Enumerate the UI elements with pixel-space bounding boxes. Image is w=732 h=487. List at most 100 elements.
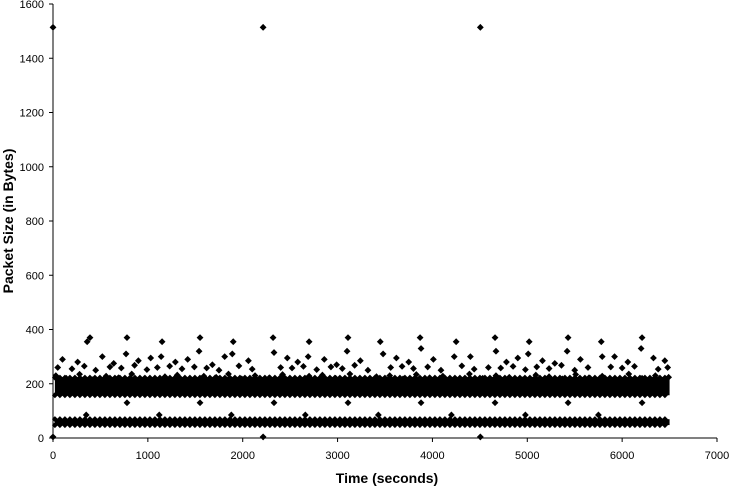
dense-band-edge <box>166 392 173 399</box>
dense-band-edge <box>446 392 453 399</box>
dense-band-edge <box>361 416 368 423</box>
dense-band-edge <box>341 392 348 399</box>
data-point <box>476 23 484 31</box>
data-point <box>173 371 181 379</box>
y-tick-label: 200 <box>26 379 44 391</box>
data-point <box>558 361 565 369</box>
dense-band-edge <box>496 422 503 429</box>
dense-band-edge <box>326 374 333 381</box>
dense-band-edge <box>641 416 648 423</box>
data-point <box>492 372 500 380</box>
dense-band-edge <box>501 392 508 399</box>
dense-band-edge <box>416 392 423 399</box>
data-point <box>503 358 510 366</box>
data-point <box>373 373 380 381</box>
dense-band-edge <box>196 422 203 429</box>
y-tick-label: 600 <box>26 270 44 282</box>
dense-band-edge <box>221 374 228 381</box>
data-point <box>161 373 169 381</box>
dense-band-edge <box>56 416 63 423</box>
dense-band-edge <box>636 422 643 429</box>
dense-band-edge <box>346 416 353 423</box>
data-point <box>74 358 82 366</box>
plot-area <box>53 4 717 438</box>
dense-band-edge <box>646 422 653 429</box>
dense-band-edge <box>136 392 143 399</box>
data-point <box>466 353 474 361</box>
data-point <box>59 355 66 363</box>
dense-band-edge <box>81 374 88 381</box>
data-point <box>539 357 546 365</box>
dense-band-edge <box>641 422 648 429</box>
dense-band-edge <box>311 374 318 381</box>
data-point <box>387 364 395 371</box>
data-point <box>301 411 309 419</box>
data-point <box>265 374 273 382</box>
data-point <box>153 364 161 371</box>
dense-band-edge <box>351 422 358 429</box>
dense-band-edge <box>111 422 118 429</box>
dense-band-edge <box>621 416 628 423</box>
dense-band-edge <box>411 416 418 423</box>
dense-band-edge <box>576 392 583 399</box>
dense-band-edge <box>631 392 638 399</box>
dense-band-edge <box>271 392 278 399</box>
dense-band-edge <box>136 416 143 423</box>
data-point <box>410 365 417 372</box>
dense-band-edge <box>656 392 663 399</box>
dense-band-edge <box>261 392 268 399</box>
dense-band-edge <box>286 416 293 423</box>
dense-band-edge <box>331 422 338 429</box>
x-tick-label: 6000 <box>610 450 634 462</box>
dense-band-edge <box>156 392 163 399</box>
data-point <box>208 361 216 369</box>
dense-band-edge <box>96 422 103 429</box>
dense-band-edge <box>596 392 603 399</box>
data-point <box>147 354 155 362</box>
data-point <box>585 374 593 382</box>
data-point <box>225 370 232 378</box>
data-point <box>597 338 605 346</box>
dense-band-edge <box>271 416 278 423</box>
dense-band-edge <box>426 422 433 429</box>
dense-band-edge <box>411 392 418 399</box>
dense-band-edge <box>421 374 428 381</box>
data-point <box>492 347 500 355</box>
x-tick-label: 7000 <box>705 450 729 462</box>
dense-band-edge <box>256 422 263 429</box>
data-point <box>417 399 425 407</box>
data-point <box>346 370 354 378</box>
dense-band-edge <box>476 422 483 429</box>
dense-band-edge <box>511 416 518 423</box>
data-point <box>178 365 186 373</box>
dense-band-edge <box>526 422 533 429</box>
dense-band-edge <box>146 374 153 381</box>
data-point <box>294 358 302 366</box>
y-tick-label: 800 <box>26 216 44 228</box>
dense-band-edge <box>206 416 213 423</box>
dense-band-edge <box>146 392 153 399</box>
dense-band-edge <box>351 392 358 399</box>
dense-band-edge <box>471 422 478 429</box>
dense-band-edge <box>206 374 213 381</box>
dense-band-edge <box>501 422 508 429</box>
data-point <box>374 411 382 419</box>
data-point <box>229 338 237 346</box>
dense-band-edge <box>116 392 123 399</box>
data-point <box>665 373 673 381</box>
dense-band-edge <box>91 422 98 429</box>
dense-band-edge <box>616 392 623 399</box>
dense-band-edge <box>611 422 618 429</box>
dense-band-edge <box>371 416 378 423</box>
dense-band-edge <box>401 416 408 423</box>
dense-band-edge <box>51 392 58 399</box>
data-point <box>251 372 259 380</box>
dense-band-edge <box>161 392 168 399</box>
dense-band-edge <box>291 392 298 399</box>
dense-band-edge <box>246 422 253 429</box>
dense-band-edge <box>551 374 558 381</box>
dense-band-edge <box>491 416 498 423</box>
data-point <box>426 374 433 382</box>
dense-band-edge <box>431 392 438 399</box>
dense-band-edge <box>311 416 318 423</box>
